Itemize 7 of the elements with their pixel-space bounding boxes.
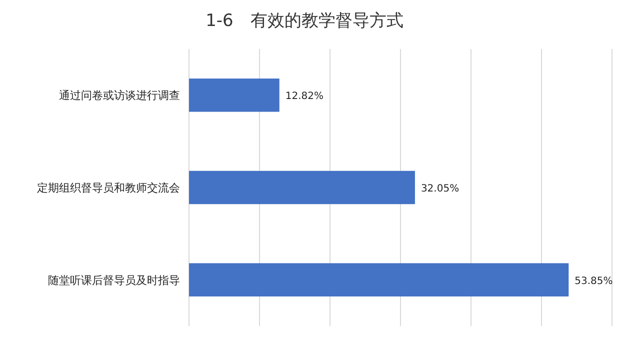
data-label: 53.85% — [574, 276, 613, 287]
y-tick-label: 定期组织督导员和教师交流会 — [37, 182, 180, 194]
data-label: 12.82% — [285, 91, 324, 102]
y-tick-label: 通过问卷或访谈进行调查 — [59, 89, 180, 102]
chart-title: 1-6 有效的教学督导方式 — [206, 11, 404, 31]
data-label: 32.05% — [420, 184, 460, 194]
y-tick-label: 随堂听课后督导员及时指导 — [48, 274, 180, 287]
